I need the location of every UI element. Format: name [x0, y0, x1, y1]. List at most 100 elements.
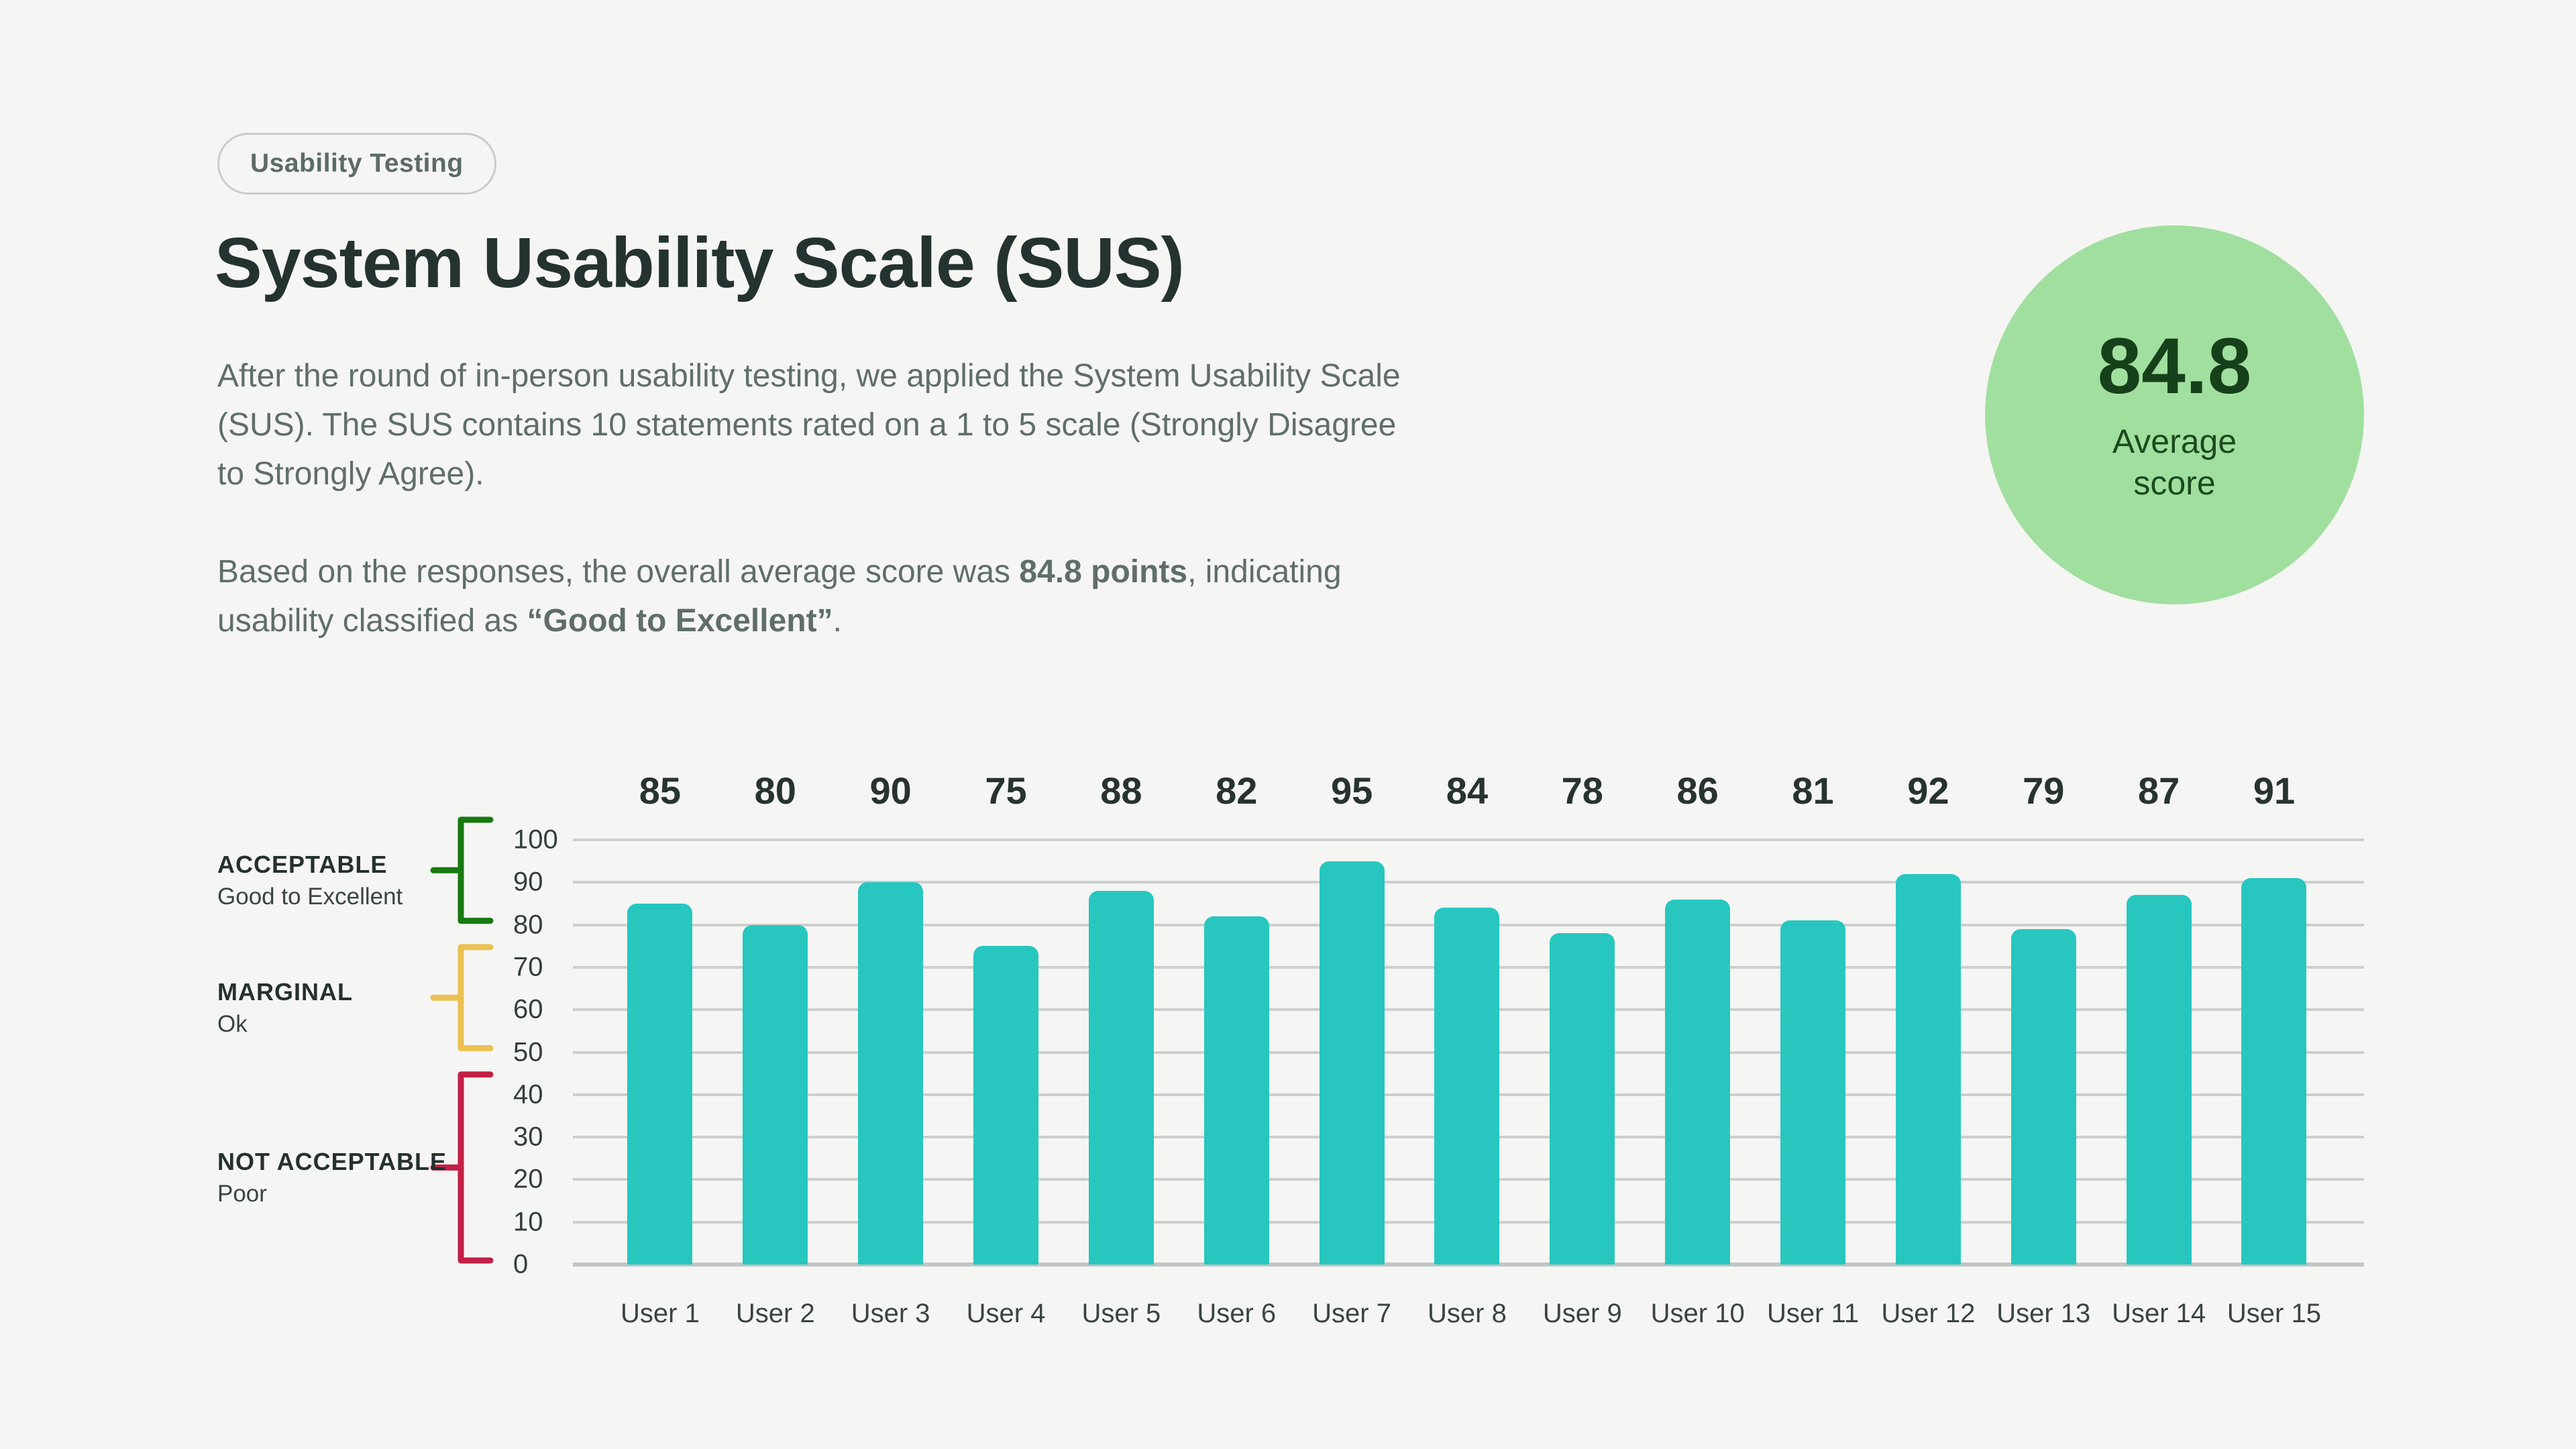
band-sublabel: Good to Excellent [217, 883, 403, 910]
result-classification-bold: “Good to Excellent” [527, 603, 833, 639]
bar-series [602, 840, 2332, 1265]
x-axis-label: User 3 [851, 1299, 930, 1328]
bar-user-5 [1088, 891, 1154, 1265]
y-axis-tick-label: 0 [513, 1249, 529, 1279]
band-sublabel: Ok [217, 1011, 248, 1038]
x-axis-label: User 4 [966, 1299, 1046, 1328]
band-bracket-not-acceptable [430, 1071, 494, 1264]
y-axis-tick-label: 10 [513, 1207, 543, 1237]
x-axis-label: User 6 [1197, 1299, 1277, 1328]
band-label: MARGINAL [217, 978, 353, 1006]
x-axis-label: User 12 [1881, 1299, 1976, 1328]
x-axis-label: User 15 [2226, 1299, 2321, 1328]
y-axis-tick-label: 90 [513, 867, 543, 897]
bar-user-6 [1203, 916, 1269, 1265]
bar-value-label: 80 [754, 769, 796, 812]
bar-value-label: 79 [2023, 769, 2065, 812]
bar-value-label: 88 [1100, 769, 1142, 812]
bar-user-7 [1319, 861, 1385, 1265]
band-label: NOT ACCEPTABLE [217, 1148, 447, 1176]
bar-column [1525, 933, 1640, 1265]
bar-user-8 [1434, 908, 1500, 1265]
bar-value-label: 92 [1907, 769, 1949, 812]
band-label: ACCEPTABLE [217, 851, 388, 879]
bar-value-label: 85 [639, 769, 682, 812]
intro-paragraph: After the round of in-person usability t… [217, 358, 1401, 492]
y-axis-tick-label: 30 [513, 1122, 543, 1152]
bar-value-row: 85 80 90 75 88 82 95 84 78 86 81 92 79 87 91 [602, 769, 2332, 812]
bar-column [833, 882, 949, 1265]
bar-column [602, 904, 718, 1265]
bar-value-label: 75 [985, 769, 1027, 812]
bar-user-14 [2126, 895, 2192, 1265]
x-axis-label: User 10 [1650, 1299, 1745, 1328]
bar-user-9 [1550, 933, 1615, 1265]
category-badge-label: Usability Testing [250, 149, 464, 178]
rating-band-brackets [430, 816, 494, 1264]
bar-column [1756, 920, 1871, 1265]
bar-column [1640, 899, 1756, 1265]
y-axis-tick-label: 70 [513, 952, 543, 982]
bar-user-3 [858, 882, 924, 1265]
y-axis-tick-label: 20 [513, 1164, 543, 1194]
result-text: . [833, 603, 842, 639]
bar-column [1986, 928, 2101, 1265]
bar-value-label: 86 [1676, 769, 1719, 812]
result-text: Based on the responses, the overall aver… [217, 554, 1020, 590]
average-score-label: Average score [2112, 422, 2237, 502]
bar-user-1 [627, 904, 693, 1265]
average-score-value: 84.8 [2097, 321, 2252, 411]
page-title: System Usability Scale (SUS) [215, 223, 1185, 303]
y-axis-tick-label: 40 [513, 1079, 543, 1110]
band-sublabel: Poor [217, 1181, 267, 1208]
bar-column [949, 946, 1064, 1265]
bar-column [2216, 878, 2332, 1265]
rating-band-marginal: MARGINAL Ok [217, 977, 353, 1039]
bar-column [718, 924, 833, 1265]
gridline [573, 839, 2364, 841]
average-score-circle: 84.8 Average score [1985, 225, 2364, 604]
x-axis-label: User 8 [1428, 1299, 1507, 1328]
result-paragraph: Based on the responses, the overall aver… [217, 547, 1707, 645]
result-score-bold: 84.8 points [1019, 554, 1188, 590]
rating-band-acceptable: ACCEPTABLE Good to Excellent [217, 850, 402, 912]
bar-value-label: 82 [1216, 769, 1258, 812]
bar-column [1409, 908, 1525, 1265]
y-axis-tick-label: 50 [513, 1037, 543, 1067]
bar-user-13 [2010, 928, 2076, 1265]
bar-user-10 [1665, 899, 1731, 1265]
bar-value-label: 91 [2253, 769, 2296, 812]
bar-value-label: 84 [1446, 769, 1489, 812]
x-axis-label-row: User 1 User 2 User 3 User 4 User 5 User 6 User… [602, 1299, 2332, 1329]
band-bracket-marginal [430, 944, 494, 1051]
bar-value-label: 87 [2137, 769, 2180, 812]
y-axis-tick-label: 100 [513, 824, 558, 855]
bar-column [1063, 891, 1179, 1265]
band-bracket-acceptable [430, 816, 494, 924]
x-axis-label: User 11 [1766, 1299, 1860, 1328]
bar-value-label: 78 [1561, 769, 1603, 812]
bar-user-12 [1895, 873, 1961, 1265]
y-axis-tick-label: 80 [513, 910, 543, 940]
axis-baseline [573, 1263, 2364, 1267]
bar-user-4 [973, 946, 1038, 1265]
bar-column [1294, 861, 1409, 1265]
x-axis-label: User 2 [735, 1299, 815, 1328]
bar-user-15 [2241, 878, 2307, 1265]
bar-column [1870, 873, 1986, 1265]
x-axis-label: User 5 [1081, 1299, 1161, 1328]
x-axis-label: User 7 [1312, 1299, 1391, 1328]
y-axis-tick-label: 60 [513, 994, 543, 1024]
bar-user-11 [1780, 920, 1846, 1265]
x-axis-label: User 1 [621, 1299, 700, 1328]
category-badge: Usability Testing [217, 133, 496, 195]
x-axis-label: User 13 [1996, 1299, 2091, 1328]
bar-value-label: 95 [1330, 769, 1373, 812]
bar-column [2101, 895, 2216, 1265]
x-axis-label: User 14 [2112, 1299, 2206, 1328]
bar-value-label: 81 [1792, 769, 1834, 812]
rating-band-not-acceptable: NOT ACCEPTABLE Poor [217, 1147, 447, 1209]
bar-column [1179, 916, 1294, 1265]
bar-user-2 [743, 924, 808, 1265]
